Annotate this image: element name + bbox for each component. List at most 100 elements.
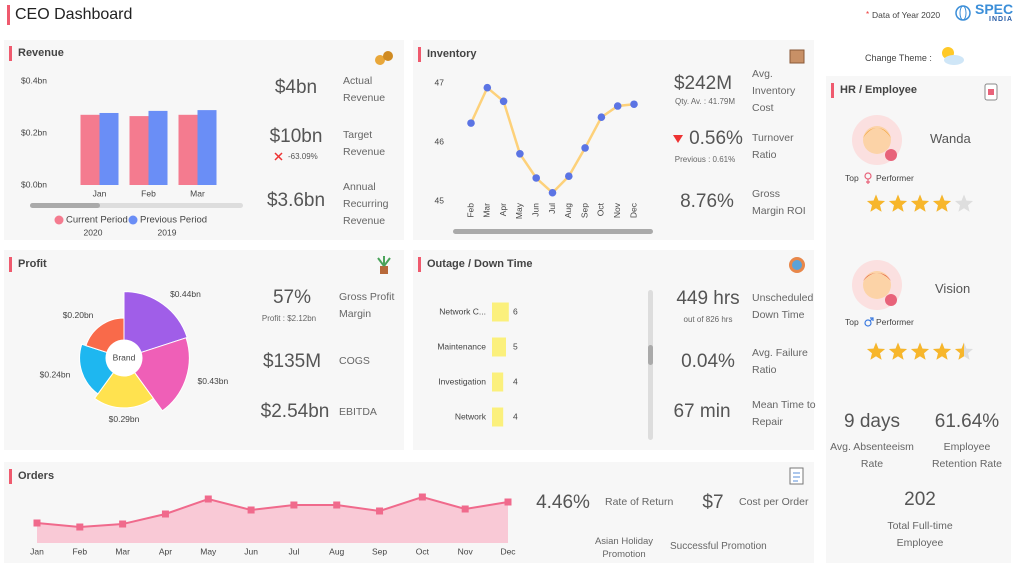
data-label: 4 <box>513 411 518 421</box>
page-title: CEO Dashboard <box>15 6 133 23</box>
data-label: $0.43bn <box>198 376 229 386</box>
rating-star <box>954 342 964 360</box>
marker <box>483 83 492 92</box>
kpi-label: Gross Margin ROI <box>752 188 806 217</box>
orders-icon <box>789 467 804 485</box>
rating-star <box>888 194 908 212</box>
x-tick-label: Jun <box>530 203 540 217</box>
marker <box>581 144 589 152</box>
title-bar <box>7 5 10 25</box>
kpi-label: Target Revenue <box>343 129 386 158</box>
theme-toggle[interactable] <box>942 47 964 65</box>
category-label: Network <box>455 411 487 421</box>
gender-icon <box>864 319 872 327</box>
hr-label: Total Full-time Employee <box>887 520 953 549</box>
kpi-label: Rate of Return <box>605 496 674 508</box>
x-tick-label: Oct <box>416 546 430 556</box>
rating-star <box>910 342 930 360</box>
data-label: 5 <box>513 341 518 351</box>
hr-panel <box>826 76 1011 563</box>
panel-title: HR / Employee <box>831 83 917 98</box>
marker <box>499 97 508 106</box>
x-tick-label: Nov <box>458 546 474 556</box>
employee-name: Wanda <box>930 131 971 146</box>
category-label: Maintenance <box>437 341 486 351</box>
kpi-label: Turnover Ratio <box>752 132 794 161</box>
kpi-sub: Qty. Av. : 41.79M <box>674 97 736 106</box>
legend-label: Previous Period <box>140 215 207 226</box>
employee-tag: Top <box>845 317 859 327</box>
logo-globe-line <box>959 5 967 21</box>
kpi-value: 8.76% <box>680 191 734 212</box>
legend-marker <box>54 215 64 225</box>
center-label: Brand <box>113 352 136 362</box>
outage-icon <box>789 257 805 273</box>
logo-globe <box>955 5 971 21</box>
scrollbar-thumb[interactable] <box>453 229 653 234</box>
bar <box>492 302 509 322</box>
rating-star <box>910 194 930 212</box>
logo-text: SPEC <box>975 1 1014 17</box>
marker <box>630 100 638 109</box>
x-tick-label: Dec <box>500 546 516 556</box>
hr-label: Employee Retention Rate <box>931 441 1003 470</box>
scrollbar-thumb[interactable] <box>30 203 100 208</box>
data-label: $0.20bn <box>63 310 94 320</box>
decrease-icon <box>274 152 283 161</box>
gender-icon <box>866 179 870 184</box>
marker <box>504 498 512 506</box>
x-tick-label: Jul <box>547 203 557 214</box>
legend-year: 2019 <box>158 227 177 237</box>
hr-icon <box>984 83 998 101</box>
scrollbar-thumb[interactable] <box>648 345 653 365</box>
kpi-sub: Profit : $2.12bn <box>261 314 317 323</box>
rating-star <box>888 342 908 360</box>
bar <box>492 407 504 427</box>
bar <box>492 372 504 392</box>
marker <box>565 172 573 181</box>
kpi-value: $135M <box>262 351 322 372</box>
hr-value: 61.64% <box>934 411 1000 432</box>
marker <box>161 510 169 518</box>
marker <box>119 520 127 528</box>
rating-star <box>866 194 886 212</box>
kpi-sub: Previous : 0.61% <box>674 155 736 164</box>
kpi-label: Avg. Inventory Cost <box>752 68 796 114</box>
kpi-label: EBITDA <box>339 406 377 418</box>
employee-role: Performer <box>876 173 914 183</box>
marker <box>467 119 475 127</box>
y-tick-label: $0.0bn <box>21 179 47 189</box>
marker <box>290 501 298 509</box>
rating-star <box>866 342 886 360</box>
kpi-label: Gross Profit Margin <box>339 291 395 320</box>
marker <box>418 493 426 501</box>
kpi-value: 57% <box>272 287 312 308</box>
x-tick-label: Sep <box>372 546 387 556</box>
marker <box>376 507 384 515</box>
kpi-value: 0.56% <box>689 128 743 149</box>
revenue-icon <box>375 51 393 65</box>
legend-marker <box>128 215 138 225</box>
x-tick-label: Dec <box>628 202 638 218</box>
panel-title: Orders <box>9 469 54 484</box>
x-tick-label: Jan <box>30 546 44 556</box>
data-label: $0.24bn <box>40 370 71 380</box>
profit-icon <box>377 256 391 274</box>
cloud[interactable] <box>944 55 964 65</box>
marker <box>597 113 606 122</box>
kpi-value: 4.46% <box>536 492 590 513</box>
bar <box>99 112 119 185</box>
inventory-icon <box>789 49 805 64</box>
kpi-label: Actual Revenue <box>343 75 386 104</box>
hr-label: Avg. Absenteeism Rate <box>830 441 914 470</box>
center-hole <box>106 340 142 376</box>
profit-panel <box>4 250 404 450</box>
outage-panel <box>413 250 814 450</box>
bar <box>197 110 217 185</box>
kpi-label: Annual Recurring Revenue <box>343 181 389 227</box>
y-tick-label: 47 <box>435 77 445 87</box>
data-label: 4 <box>513 376 518 386</box>
panel-title: Profit <box>9 257 47 272</box>
gender-icon <box>869 317 874 322</box>
